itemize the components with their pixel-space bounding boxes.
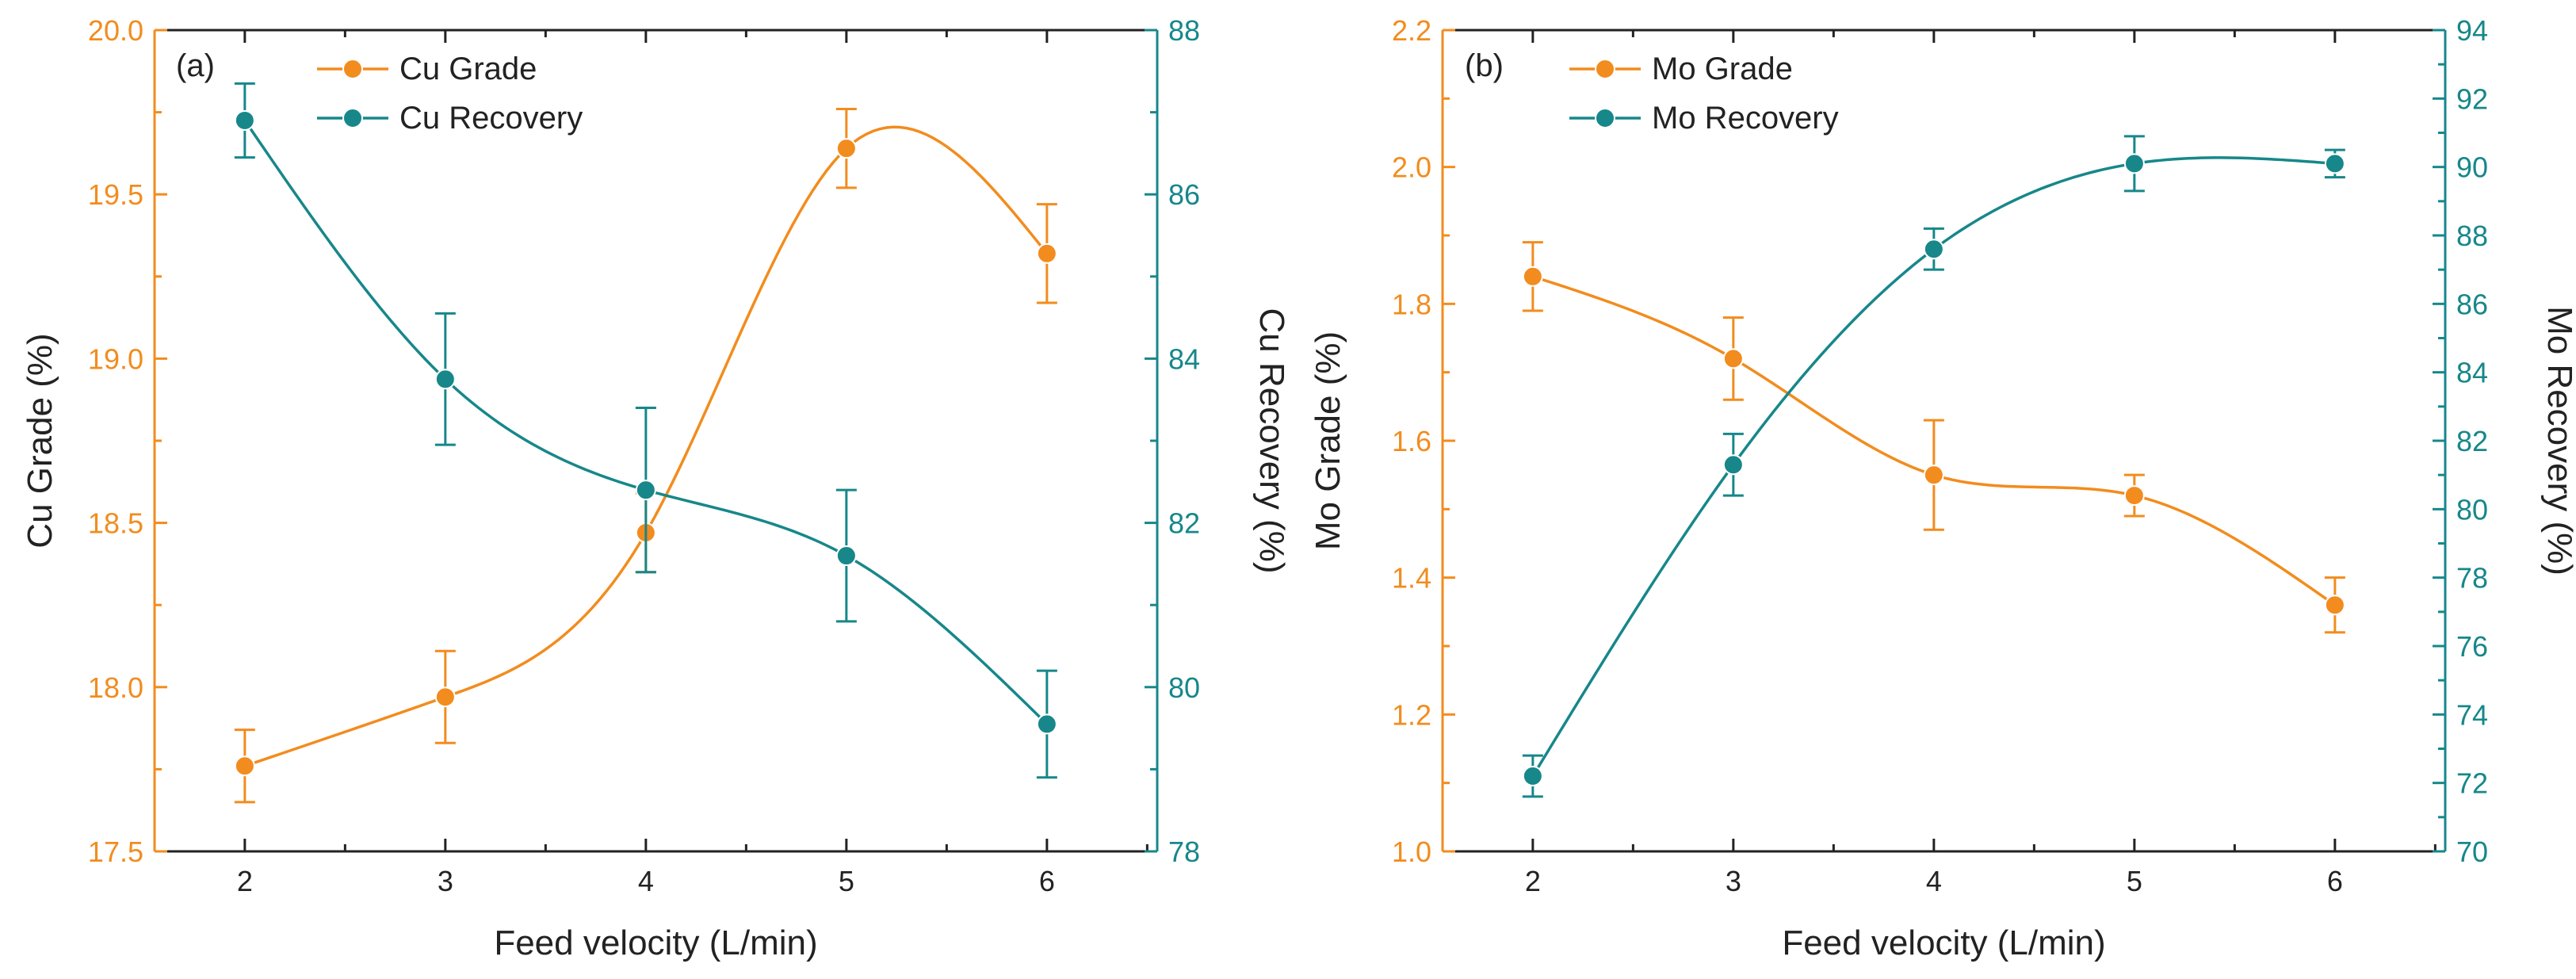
series-grade [1522, 241, 2345, 634]
x-tick-label: 3 [1726, 865, 1741, 897]
right-y-tick-label: 78 [2456, 562, 2488, 595]
left-y-axis-title: Mo Grade (%) [1309, 331, 1347, 550]
panel-label: (a) [176, 48, 215, 83]
left-y-tick-label: 17.5 [88, 836, 143, 868]
chart-panel-a: 2 3 4 5 6 17.5 18.0 18.5 19.0 19.5 20.0 78 80 82 84 86 8… [21, 14, 1291, 962]
right-y-tick-label: 82 [2456, 425, 2488, 457]
right-y-tick-label: 86 [2456, 288, 2488, 320]
right-y-tick-label: 94 [2456, 14, 2488, 47]
data-point [1036, 243, 1057, 264]
data-point [1722, 348, 1744, 369]
right-y-axis-title: Cu Recovery (%) [1252, 308, 1291, 574]
data-point [1522, 266, 1543, 287]
left-y-tick-label: 1.2 [1392, 698, 1431, 731]
left-y-tick-label: 18.5 [88, 507, 143, 540]
x-tick-label: 6 [2327, 865, 2343, 897]
x-tick-label: 4 [638, 865, 654, 897]
legend-label: Mo Grade [1652, 52, 1793, 86]
data-point [835, 138, 857, 159]
right-y-tick-label: 84 [2456, 357, 2488, 389]
legend-marker [342, 108, 363, 128]
data-point [1923, 239, 1944, 260]
x-tick-label: 6 [1039, 865, 1055, 897]
data-point [2324, 153, 2345, 174]
x-axis-title: Feed velocity (L/min) [1782, 924, 2105, 962]
data-point [2123, 485, 2145, 507]
right-y-tick-label: 90 [2456, 151, 2488, 184]
right-y-tick-label: 76 [2456, 630, 2488, 663]
right-y-tick-label: 88 [1168, 14, 1200, 47]
right-y-tick-label: 72 [2456, 767, 2488, 800]
x-tick-label: 5 [2127, 865, 2142, 897]
data-point [234, 109, 255, 131]
legend-marker [1595, 59, 1615, 79]
data-point [1522, 766, 1543, 787]
panel-label: (b) [1465, 48, 1504, 83]
x-tick-label: 3 [438, 865, 453, 897]
x-tick-label: 4 [1926, 865, 1942, 897]
left-y-tick-label: 1.8 [1392, 288, 1431, 320]
legend-marker [342, 59, 363, 79]
data-point [2324, 595, 2345, 616]
left-y-tick-label: 2.0 [1392, 151, 1431, 184]
left-y-tick-label: 2.2 [1392, 14, 1431, 47]
data-point [1923, 465, 1944, 486]
right-y-tick-label: 84 [1168, 342, 1200, 375]
left-y-tick-label: 1.6 [1392, 425, 1431, 457]
series-recovery [234, 82, 1057, 779]
data-point [835, 545, 857, 567]
left-y-tick-label: 20.0 [88, 14, 143, 47]
right-y-tick-label: 80 [2456, 493, 2488, 526]
x-axis-title: Feed velocity (L/min) [494, 924, 817, 962]
legend-label: Cu Grade [399, 52, 537, 86]
legend-label: Cu Recovery [399, 101, 583, 136]
data-point [635, 480, 656, 501]
data-point [434, 369, 456, 390]
legend-marker [1595, 108, 1615, 128]
left-y-tick-label: 1.4 [1392, 562, 1431, 595]
right-y-tick-label: 80 [1168, 671, 1200, 704]
data-point [1722, 454, 1744, 476]
right-y-tick-label: 88 [2456, 220, 2488, 252]
right-y-tick-label: 92 [2456, 82, 2488, 115]
x-tick-label: 5 [839, 865, 854, 897]
x-tick-label: 2 [1525, 865, 1541, 897]
right-y-tick-label: 82 [1168, 507, 1200, 540]
data-point [434, 686, 456, 708]
chart-panel-b: 2 3 4 5 6 1.0 1.2 1.4 1.6 1.8 2.0 2.2 70 72 74 76 78 80 82… [1309, 14, 2576, 962]
right-y-tick-label: 74 [2456, 698, 2488, 731]
right-y-tick-label: 70 [2456, 836, 2488, 868]
data-point [1036, 713, 1057, 735]
left-y-tick-label: 19.5 [88, 178, 143, 211]
series-recovery [1522, 135, 2345, 798]
data-point [2123, 153, 2145, 174]
left-y-tick-label: 18.0 [88, 671, 143, 704]
left-y-axis-title: Cu Grade (%) [21, 333, 59, 548]
left-y-tick-label: 19.0 [88, 342, 143, 375]
legend-label: Mo Recovery [1652, 101, 1839, 136]
x-tick-label: 2 [237, 865, 253, 897]
right-y-tick-label: 86 [1168, 178, 1200, 211]
data-point [234, 755, 255, 777]
left-y-tick-label: 1.0 [1392, 836, 1431, 868]
right-y-axis-title: Mo Recovery (%) [2540, 306, 2576, 576]
right-y-tick-label: 78 [1168, 836, 1200, 868]
